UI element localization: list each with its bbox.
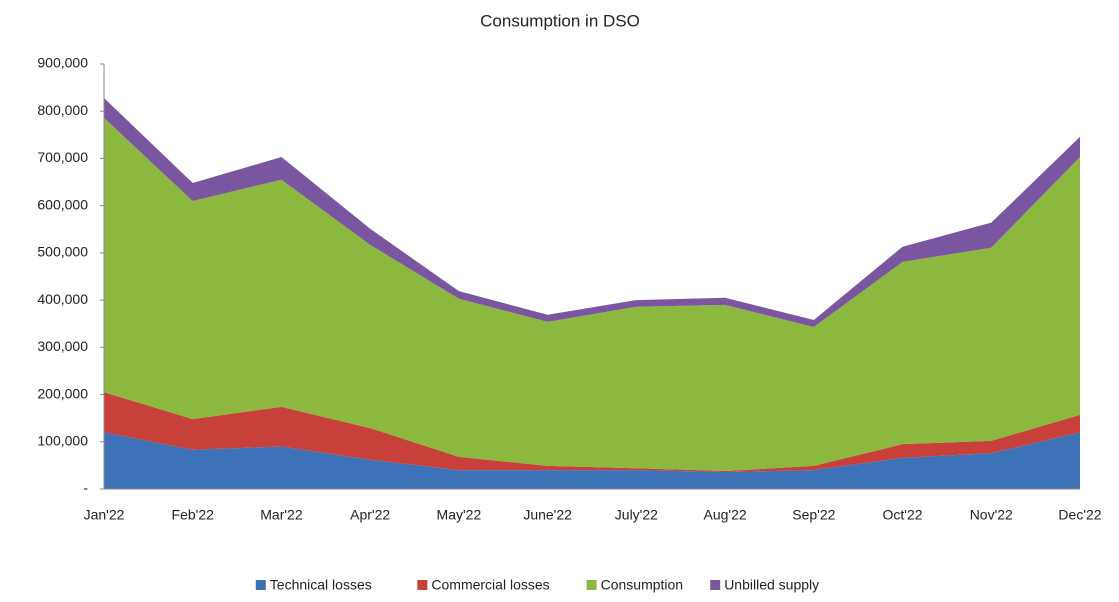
- legend-label: Commercial losses: [431, 577, 549, 593]
- legend-label: Technical losses: [270, 577, 372, 593]
- y-tick-label: 100,000: [37, 432, 88, 448]
- x-tick-label: Sep'22: [792, 507, 835, 523]
- area: [104, 117, 1080, 472]
- y-tick-label: 500,000: [37, 244, 88, 260]
- x-tick-label: Jan'22: [84, 507, 125, 523]
- x-tick-label: Aug'22: [704, 507, 747, 523]
- y-tick-label: 900,000: [37, 55, 88, 71]
- y-tick-label: -: [83, 480, 88, 496]
- x-tick-label: Mar'22: [260, 507, 303, 523]
- legend-swatch: [710, 580, 721, 590]
- chart-title: Consumption in DSO: [480, 11, 640, 30]
- y-tick-label: 200,000: [37, 385, 88, 401]
- x-tick-label: May'22: [437, 507, 482, 523]
- y-tick-label: 300,000: [37, 338, 88, 354]
- y-tick-label: 800,000: [37, 102, 88, 118]
- legend-swatch: [255, 580, 266, 590]
- legend-label: Unbilled supply: [724, 577, 819, 593]
- x-tick-label: Apr'22: [350, 507, 390, 523]
- legend-swatch: [417, 580, 428, 590]
- y-tick-label: 700,000: [37, 149, 88, 165]
- y-tick-label: 400,000: [37, 291, 88, 307]
- x-tick-label: July'22: [615, 507, 658, 523]
- x-tick-label: June'22: [523, 507, 572, 523]
- x-tick-label: Dec'22: [1058, 507, 1101, 523]
- area: [104, 392, 1080, 472]
- x-tick-label: Nov'22: [970, 507, 1013, 523]
- legend-label: Consumption: [601, 577, 684, 593]
- y-tick-label: 600,000: [37, 196, 88, 212]
- legend-swatch: [586, 580, 597, 590]
- area: [104, 432, 1080, 489]
- x-tick-label: Oct'22: [883, 507, 923, 523]
- x-tick-label: Feb'22: [172, 507, 215, 523]
